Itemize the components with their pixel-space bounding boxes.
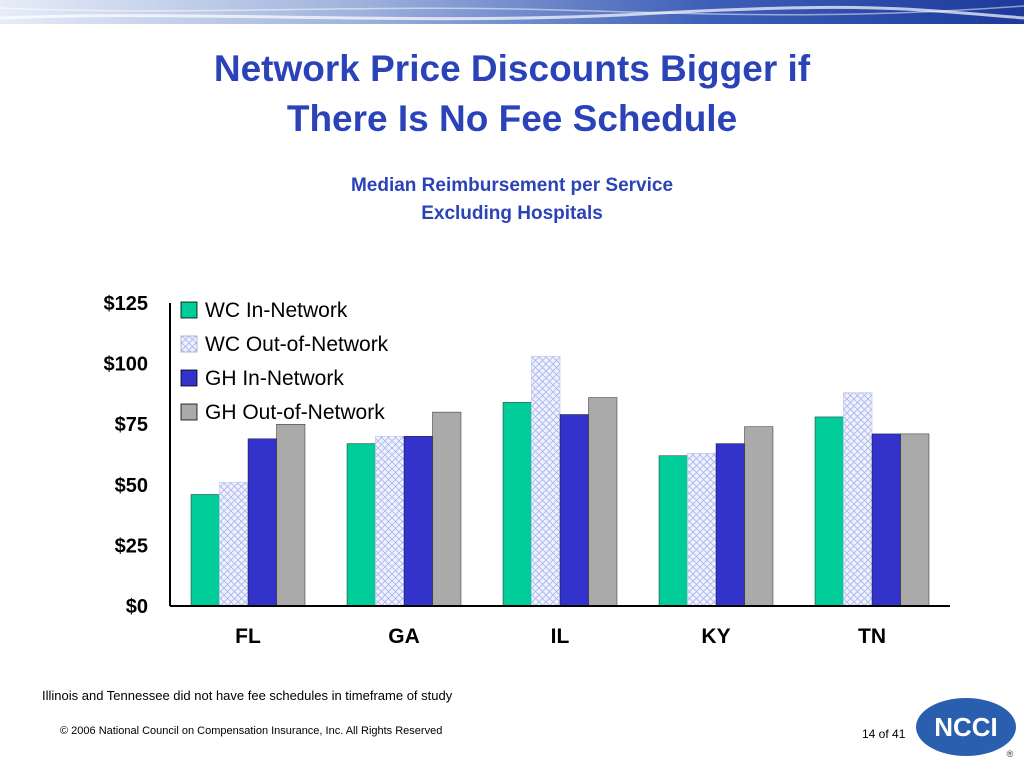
bar-tn-gh-out-of-network	[900, 433, 930, 607]
bar-fl-wc-out-of-network	[219, 481, 249, 607]
legend-swatch-2	[180, 335, 198, 353]
header-band	[0, 0, 1024, 24]
bar-il-gh-out-of-network	[588, 397, 618, 607]
x-tick-label-ky: KY	[701, 625, 730, 648]
bar-ga-wc-in-network	[346, 443, 376, 607]
title-line-2: There Is No Fee Schedule	[286, 98, 738, 139]
bar-ky-gh-in-network	[715, 443, 745, 607]
bar-fl-wc-in-network	[190, 494, 220, 607]
bar-ky-wc-out-of-network	[687, 452, 717, 607]
legend-label-3: GH In-Network	[205, 367, 344, 390]
x-tick-label-il: IL	[551, 625, 570, 648]
bar-ga-wc-out-of-network	[375, 435, 405, 607]
bar-il-wc-in-network	[502, 402, 532, 607]
x-tick-label-fl: FL	[235, 625, 261, 648]
bars-layer	[190, 355, 930, 607]
legend-label-1: WC In-Network	[205, 299, 348, 322]
bar-tn-wc-out-of-network	[843, 392, 873, 607]
x-tick-label-ga: GA	[388, 625, 420, 648]
y-tick-label: $0	[126, 596, 148, 618]
bar-ky-gh-out-of-network	[744, 426, 774, 607]
page-number: 14 of 41	[862, 727, 906, 741]
y-tick-label: $50	[115, 475, 148, 497]
bar-tn-gh-in-network	[871, 433, 901, 607]
y-tick-label: $75	[115, 414, 148, 436]
y-tick-label: $125	[104, 293, 149, 315]
title-line-1: Network Price Discounts Bigger if	[213, 48, 811, 89]
copyright-text: © 2006 National Council on Compensation …	[60, 725, 443, 737]
bar-fl-gh-in-network	[247, 438, 277, 607]
x-tick-label-tn: TN	[858, 625, 886, 648]
bar-ga-gh-out-of-network	[432, 411, 462, 607]
footnote: Illinois and Tennessee did not have fee …	[42, 688, 453, 703]
bar-il-gh-in-network	[559, 414, 589, 607]
legend-label-4: GH Out-of-Network	[205, 401, 385, 424]
ncci-logo: NCCI ®	[916, 698, 1016, 759]
bar-ky-wc-in-network	[658, 455, 688, 607]
axes-layer: FL GA IL KY TN $0 $25 $50 $75 $100 $125	[104, 293, 950, 648]
logo-text: NCCI	[934, 712, 998, 742]
legend-swatch-4	[180, 403, 198, 421]
subtitle-line-2: Excluding Hospitals	[421, 203, 603, 224]
legend-swatch-3	[180, 369, 198, 387]
bar-tn-wc-in-network	[814, 416, 844, 607]
bar-fl-gh-out-of-network	[276, 424, 306, 607]
bar-chart: FL GA IL KY TN $0 $25 $50 $75 $100 $125 WC In-Netw…	[104, 293, 950, 648]
subtitle-line-1: Median Reimbursement per Service	[350, 175, 674, 196]
legend: WC In-Network WC Out-of-Network GH In-Netw…	[180, 299, 389, 424]
legend-swatch-1	[180, 301, 198, 319]
y-tick-label: $25	[115, 535, 148, 557]
y-tick-label: $100	[104, 354, 149, 376]
slide-title: Network Price Discounts Bigger if There …	[0, 44, 1024, 144]
bar-ga-gh-in-network	[403, 436, 433, 607]
registered-mark: ®	[1007, 749, 1014, 759]
bar-il-wc-out-of-network	[531, 355, 561, 607]
legend-label-2: WC Out-of-Network	[205, 333, 389, 356]
chart-subtitle: Median Reimbursement per Service Excludi…	[0, 172, 1024, 228]
